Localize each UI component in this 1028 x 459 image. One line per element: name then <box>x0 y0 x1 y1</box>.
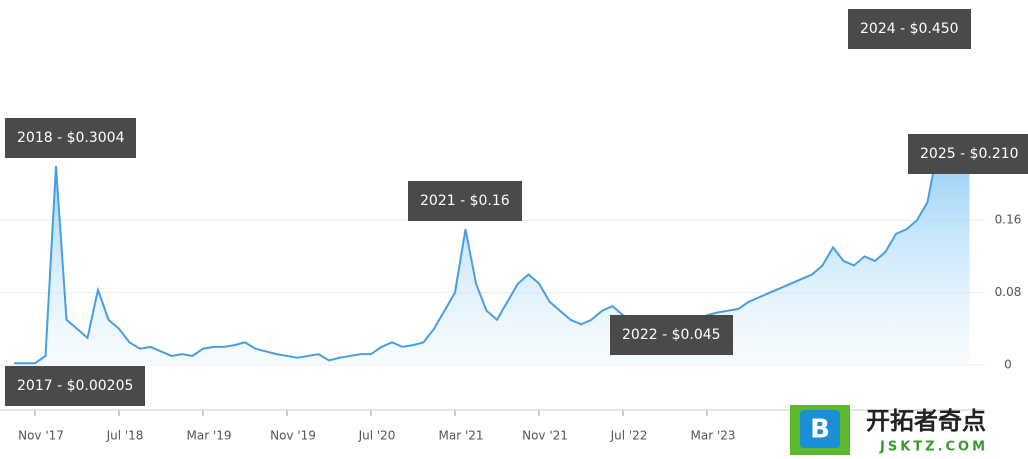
annotation: 2022 - $0.045 <box>610 315 733 355</box>
annotation: 2018 - $0.3004 <box>5 118 137 158</box>
line <box>14 137 970 365</box>
logo-letter: B <box>810 415 830 445</box>
y-tick-label: 0.16 <box>995 213 1022 227</box>
x-tick-label: Mar '23 <box>690 429 735 443</box>
y-tick-label: 0.08 <box>995 285 1022 299</box>
annotation: 2021 - $0.16 <box>408 181 522 221</box>
x-tick-label: Jul '20 <box>358 429 396 443</box>
annotation: 2017 - $0.00205 <box>5 366 146 406</box>
x-tick-label: Jul '22 <box>610 429 648 443</box>
watermark-site: JSKTZ.COM <box>879 440 988 455</box>
x-tick-label: Nov '17 <box>18 429 64 443</box>
annotation: 2025 - $0.210 <box>908 134 1028 174</box>
annotation: 2024 - $0.450 <box>848 9 971 49</box>
x-tick-label: Jul '18 <box>106 429 144 443</box>
x-tick-label: Nov '19 <box>270 429 316 443</box>
x-tick-label: Mar '21 <box>438 429 483 443</box>
x-tick-label: Mar '19 <box>186 429 231 443</box>
y-tick-label: 0 <box>1004 358 1012 372</box>
logo-inner <box>800 410 840 448</box>
x-tick-label: Nov '21 <box>522 429 568 443</box>
watermark-name: 开拓者奇点 <box>866 407 986 435</box>
area <box>14 138 970 365</box>
